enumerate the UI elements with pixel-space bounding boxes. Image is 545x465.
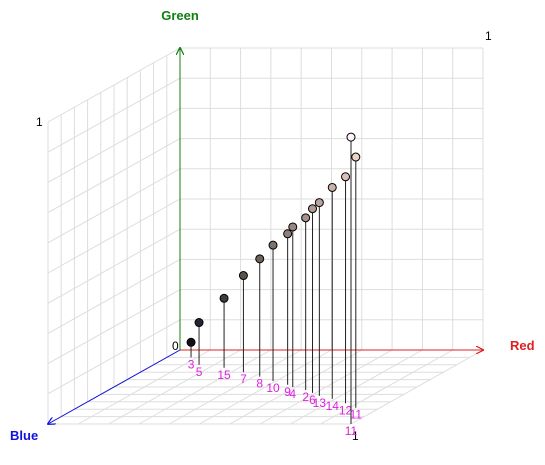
point-label: 13 (313, 396, 327, 410)
grid-line (47, 107, 181, 183)
point (327, 182, 337, 192)
z-axis (48, 349, 181, 424)
grid (47, 47, 484, 425)
tick-label: 1 (352, 429, 359, 443)
grid-line (350, 349, 484, 425)
grid-line (229, 349, 363, 425)
z-axis-title: Blue (10, 428, 38, 443)
point (283, 229, 293, 239)
point-label: 15 (217, 368, 231, 382)
grid-line (290, 349, 423, 425)
grid-line (47, 47, 181, 123)
grid-line (47, 77, 181, 153)
point (268, 240, 278, 250)
point (314, 198, 324, 208)
point-label: 10 (266, 381, 280, 395)
tick-label: 1 (36, 115, 43, 129)
point (288, 222, 298, 232)
grid-line (47, 168, 181, 244)
point (238, 271, 248, 281)
x-axis-title: Red (510, 338, 535, 353)
point-label: 5 (196, 365, 203, 379)
tick-label: 1 (485, 29, 492, 43)
point-label: 9 (284, 385, 291, 399)
y-axis-title: Green (161, 8, 199, 23)
point-label: 4 (289, 387, 296, 401)
point (346, 132, 356, 142)
point (308, 204, 318, 214)
point-label: 12 (339, 403, 353, 417)
point-label: 7 (240, 372, 247, 386)
grid-line (47, 198, 181, 274)
point-label: 11 (345, 424, 358, 438)
point (219, 293, 229, 303)
grid-line (47, 138, 181, 214)
point (341, 172, 351, 182)
point-label: 6 (309, 393, 316, 407)
point (301, 213, 311, 223)
point-label: 11 (350, 408, 363, 422)
grid-line (320, 349, 453, 425)
point (351, 152, 361, 162)
point-label: 14 (326, 399, 340, 413)
point-label: 2 (302, 390, 309, 404)
grid-line (259, 349, 393, 425)
point (186, 337, 196, 347)
tick-label: 0 (172, 339, 179, 353)
point-label: 3 (188, 357, 195, 371)
point (194, 318, 204, 328)
point-label: 8 (256, 377, 263, 391)
point (255, 254, 265, 264)
